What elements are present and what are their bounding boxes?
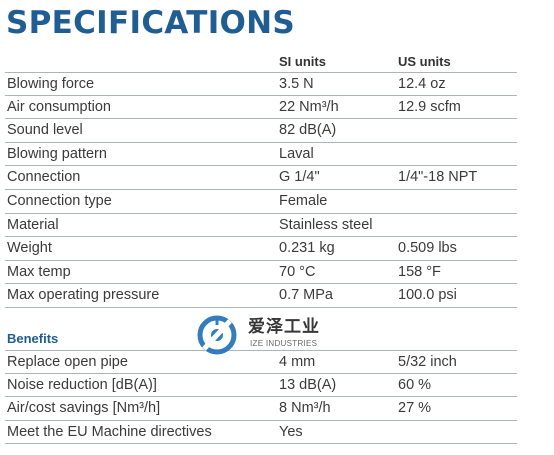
us-value: 60 % [398,376,432,393]
si-value: 0.7 MPa [279,287,333,304]
si-value: 13 dB(A) [279,376,337,393]
watermark: 爱泽工业 IZE INDUSTRIES [196,315,346,357]
si-value: 8 Nm³/h [279,400,331,417]
si-value: 3.5 N [279,76,314,92]
row-label: Meet the EU Machine directives [7,423,212,440]
us-value: 158 °F [398,263,441,280]
table-row: Material Stainless steel [5,214,517,238]
watermark-chinese-text: 爱泽工业 [248,317,320,337]
row-label: Weight [7,240,52,257]
us-value: 27 % [398,400,432,417]
us-value: 1/4"-18 NPT [398,169,478,186]
si-value: Stainless steel [279,216,373,233]
watermark-english-text: IZE INDUSTRIES [250,339,318,348]
row-label: Blowing force [7,76,95,92]
si-value: 70 °C [279,263,316,280]
row-label: Air consumption [7,98,111,115]
table-row: Blowing pattern Laval [5,143,517,167]
si-value: 0.231 kg [279,240,335,257]
si-value: G 1/4" [279,169,320,186]
table-row: Air consumption 22 Nm³/h 12.9 scfm [5,96,517,120]
table-row: Connection G 1/4" 1/4"-18 NPT [5,166,517,190]
page-title: SPECIFICATIONS [6,5,296,41]
si-value: Yes [279,423,303,440]
table-row: Replace open pipe 4 mm 5/32 inch [5,350,517,374]
si-value: 4 mm [279,354,316,370]
table-row: Air/cost savings [Nm³/h] 8 Nm³/h 27 % [5,397,517,421]
us-value: 12.4 oz [398,76,446,92]
table-row: Max operating pressure 0.7 MPa 100.0 psi [5,284,517,308]
si-value: 22 Nm³/h [279,98,339,115]
table-row: Connection type Female [5,190,517,214]
row-label: Connection type [7,193,112,209]
row-label: Noise reduction [dB(A)] [7,376,157,393]
column-header-si: SI units [279,54,326,69]
table-row: Max temp 70 °C 158 °F [5,261,517,285]
row-label: Max temp [7,263,71,280]
us-value: 12.9 scfm [398,98,461,115]
us-value: 100.0 psi [398,287,457,304]
si-value: Laval [279,145,314,162]
us-value: 5/32 inch [398,354,457,370]
row-label: Max operating pressure [7,287,160,304]
table-row: Sound level 82 dB(A) [5,119,517,143]
table-row: Meet the EU Machine directives Yes [5,421,517,445]
column-header-us: US units [398,54,451,69]
table-row: Noise reduction [dB(A)] 13 dB(A) 60 % [5,374,517,398]
benefits-heading: Benefits [7,331,59,346]
table-row: Weight 0.231 kg 0.509 lbs [5,237,517,261]
row-label: Sound level [7,122,83,139]
si-value: 82 dB(A) [279,122,337,139]
row-label: Connection [7,169,81,186]
si-value: Female [279,193,328,209]
row-label: Blowing pattern [7,145,107,162]
row-label: Material [7,216,59,233]
us-value: 0.509 lbs [398,240,457,257]
table-row: Blowing force 3.5 N 12.4 oz [5,72,517,96]
row-label: Air/cost savings [Nm³/h] [7,400,161,417]
row-label: Replace open pipe [7,354,128,370]
ize-logo-icon [197,315,237,355]
